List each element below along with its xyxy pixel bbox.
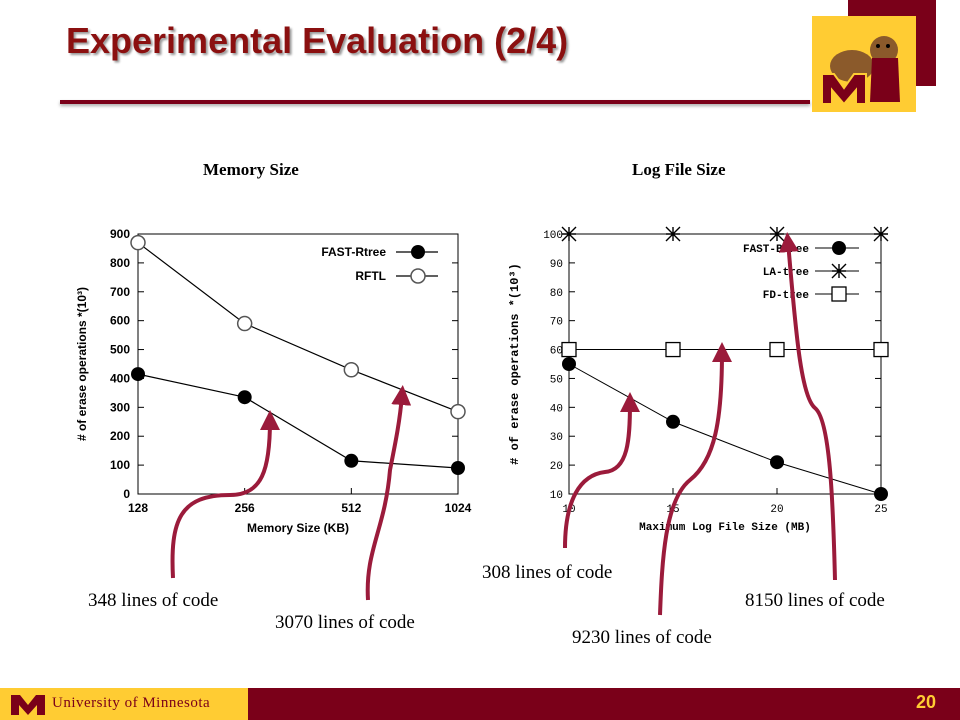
data-point — [561, 226, 577, 242]
series-line — [137, 373, 459, 469]
plot-frame — [568, 233, 882, 495]
annotation-8150: 8150 lines of code — [745, 590, 885, 611]
y-tick-label: 90 — [550, 259, 563, 271]
series-fd-tree — [561, 341, 889, 358]
y-tick-label: 400 — [110, 371, 130, 385]
log-file-size-chart: 10 20 30 40 50 60 70 80 90 100 10 15 20 25 Maximum Log… — [508, 226, 889, 534]
y-tick-label: 60 — [550, 346, 563, 358]
legend-label: RFTL — [355, 269, 386, 283]
legend-label: FD-tree — [763, 290, 810, 302]
data-point — [344, 453, 359, 468]
data-point — [769, 341, 785, 358]
annotation-348: 348 lines of code — [88, 590, 219, 611]
data-point — [873, 341, 889, 358]
footer-bar: University of Minnesota 20 — [0, 688, 960, 720]
x-axis-label: Memory Size (KB) — [247, 521, 349, 535]
legend-marker — [410, 268, 426, 284]
annotation-3070: 3070 lines of code — [275, 612, 415, 633]
data-point — [873, 226, 889, 242]
memory-size-chart: 0 100 200 300 400 500 600 700 800 900 128 256 512 102… — [75, 227, 472, 535]
legend: FAST-Btree LA-tree FD-tree — [743, 241, 859, 302]
y-axis-label: # of erase operations *(10³) — [75, 287, 89, 441]
y-tick-label: 30 — [550, 432, 563, 444]
series-rftl — [130, 234, 466, 420]
data-point — [874, 487, 888, 501]
y-axis-label: # of erase operations *(10³) — [508, 263, 522, 465]
data-point — [237, 390, 252, 405]
series-fast-rtree — [131, 367, 465, 475]
x-axis-label: Maximum Log File Size (MB) — [639, 522, 811, 534]
legend-label: FAST-Btree — [743, 244, 809, 256]
x-tick-label: 1024 — [445, 501, 472, 515]
y-tick-label: 80 — [550, 288, 563, 300]
y-tick-label: 0 — [123, 487, 130, 501]
y-tick-label: 100 — [110, 458, 130, 472]
y-tick-label: 300 — [110, 400, 130, 414]
footer-brand: University of Minnesota — [0, 688, 248, 720]
y-tick-label: 700 — [110, 285, 130, 299]
series-line — [137, 242, 459, 413]
data-point — [770, 455, 784, 470]
y-tick-label: 70 — [550, 317, 563, 329]
data-point — [769, 226, 785, 242]
data-point — [130, 234, 146, 251]
x-tick-label: 128 — [128, 501, 148, 515]
series-fast-btree — [562, 357, 888, 501]
x-tick-label: 20 — [770, 504, 783, 516]
annotation-308: 308 lines of code — [482, 562, 613, 583]
x-tick-label: 10 — [562, 504, 575, 516]
chart-subtitle-log: Log File Size — [632, 160, 726, 179]
university-m-icon — [11, 695, 45, 715]
y-tick-label: 200 — [110, 429, 130, 443]
university-logo — [812, 16, 916, 112]
data-point — [451, 461, 465, 475]
series-la-tree — [561, 226, 889, 242]
legend-marker — [831, 263, 847, 279]
data-point — [562, 357, 576, 371]
data-point — [236, 315, 253, 332]
data-point — [131, 367, 145, 382]
y-tick-label: 600 — [110, 314, 130, 328]
data-point — [665, 341, 681, 358]
x-tick-label: 25 — [874, 504, 887, 516]
data-point — [450, 403, 466, 420]
data-point — [666, 414, 680, 429]
page-number: 20 — [915, 692, 936, 712]
legend: FAST-Rtree RFTL — [321, 245, 438, 284]
data-point — [343, 362, 360, 378]
y-tick-label: 20 — [550, 461, 563, 473]
x-tick-label: 512 — [341, 501, 361, 515]
y-tick-label: 50 — [550, 374, 563, 386]
y-tick-label: 500 — [110, 343, 130, 357]
x-tick-label: 15 — [666, 504, 679, 516]
legend-marker — [832, 241, 846, 255]
title-rule — [60, 100, 810, 104]
series-line — [568, 363, 882, 495]
x-tick-label: 256 — [235, 501, 255, 515]
chart-subtitle-memory: Memory Size — [203, 160, 299, 179]
data-point — [665, 226, 681, 242]
plot-frame — [137, 233, 459, 495]
data-point — [561, 341, 577, 358]
slide-title: Experimental Evaluation (2/4) — [66, 20, 569, 61]
legend-marker — [831, 286, 847, 302]
legend-label: LA-tree — [763, 267, 810, 279]
y-tick-label: 800 — [110, 256, 130, 270]
legend-marker — [411, 245, 425, 259]
y-tick-label: 10 — [550, 490, 563, 502]
footer-university-name: University of Minnesota — [52, 695, 211, 711]
y-tick-label: 40 — [550, 403, 563, 415]
annotation-9230: 9230 lines of code — [572, 627, 712, 648]
y-tick-label: 900 — [110, 227, 130, 241]
y-tick-label: 100 — [543, 230, 563, 242]
legend-label: FAST-Rtree — [321, 245, 386, 259]
